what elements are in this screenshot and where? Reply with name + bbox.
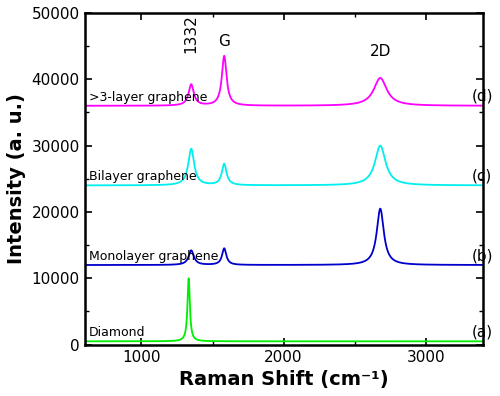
- Text: (b): (b): [472, 248, 493, 263]
- Text: >3-layer graphene: >3-layer graphene: [89, 91, 208, 104]
- Text: (c): (c): [472, 168, 492, 183]
- Text: Bilayer graphene: Bilayer graphene: [89, 170, 196, 183]
- Text: Monolayer graphene: Monolayer graphene: [89, 250, 218, 263]
- Text: (d): (d): [472, 89, 493, 104]
- Text: (a): (a): [472, 324, 492, 339]
- Text: G: G: [218, 34, 230, 50]
- Text: 2D: 2D: [370, 44, 391, 59]
- Text: 1332: 1332: [183, 14, 198, 53]
- Y-axis label: Intensity (a. u.): Intensity (a. u.): [7, 93, 26, 264]
- Text: Diamond: Diamond: [89, 326, 146, 339]
- X-axis label: Raman Shift (cm⁻¹): Raman Shift (cm⁻¹): [179, 370, 388, 389]
